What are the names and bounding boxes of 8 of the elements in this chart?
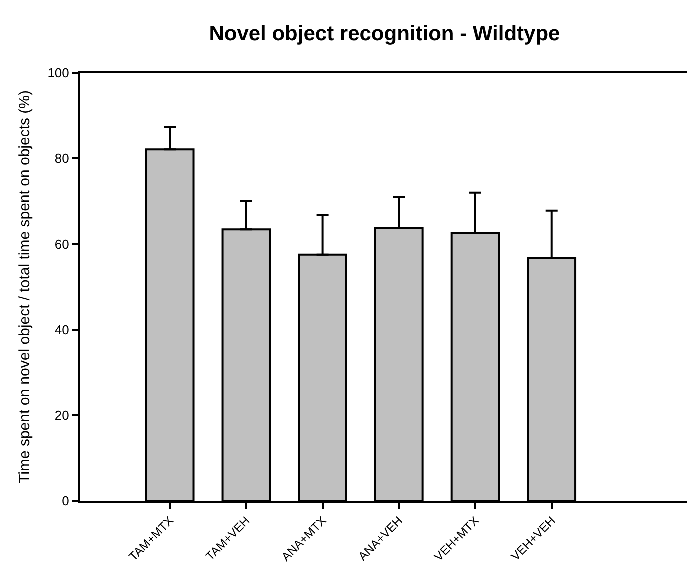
y-tick-label: 0 [62, 494, 70, 509]
y-tick-label: 20 [54, 408, 70, 423]
y-tick-label: 100 [48, 66, 70, 81]
y-tick-label: 80 [54, 151, 70, 166]
y-tick-label: 40 [54, 322, 70, 338]
y-axis-title: Time spent on novel object / total time spent on objects (%) [16, 90, 34, 484]
chart-title: Novel object recognition - Wildtype [209, 22, 560, 46]
y-tick-label: 60 [54, 236, 70, 252]
